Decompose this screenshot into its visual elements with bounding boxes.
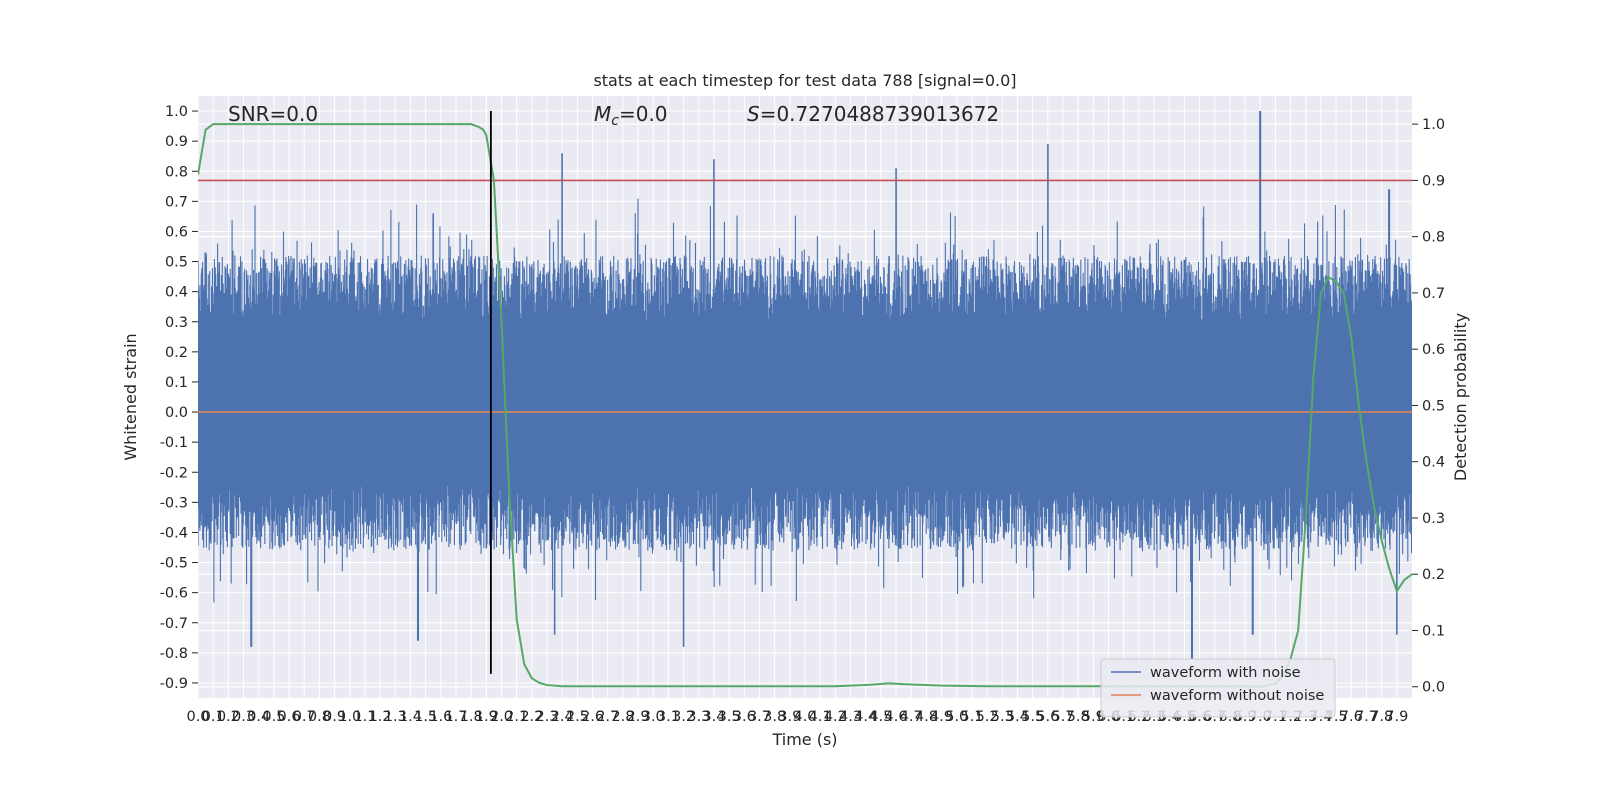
y2-axis-label: Detection probability — [1451, 313, 1470, 481]
snr-annotation: SNR=0.0 — [228, 102, 318, 126]
y-tick-label: -0.3 — [160, 495, 188, 511]
y-tick-label: 0.5 — [165, 255, 188, 271]
y-tick-label: -0.6 — [160, 586, 188, 602]
y-tick-label: 1.0 — [165, 104, 188, 120]
y-tick-label: 0.4 — [165, 285, 188, 301]
y-tick-label: 0.3 — [165, 315, 188, 331]
y-tick-label: 0.2 — [165, 345, 188, 361]
legend: waveform with noise waveform without noi… — [1101, 659, 1335, 717]
chirp-mass-annotation: Mc=0.0 — [594, 102, 668, 129]
y-tick-label: 0.0 — [165, 405, 188, 421]
y2-tick-label: 0.7 — [1422, 286, 1445, 302]
y-axis-label: Whitened strain — [121, 333, 140, 460]
y-tick-label: 0.8 — [165, 164, 188, 180]
y2-tick-label: 0.6 — [1422, 342, 1445, 358]
chart-title: stats at each timestep for test data 788… — [593, 71, 1016, 90]
y2-tick-label: 0.2 — [1422, 567, 1445, 583]
y-tick-label: 0.6 — [165, 224, 188, 240]
legend-label-clean: waveform without noise — [1150, 688, 1324, 704]
y2-tick-label: 0.9 — [1422, 173, 1445, 189]
y-tick-label: 0.9 — [165, 134, 188, 150]
y-tick-label: -0.2 — [160, 465, 188, 481]
y-tick-label: 0.7 — [165, 194, 188, 210]
y2-tick-label: 0.5 — [1422, 398, 1445, 414]
y-tick-label: 0.1 — [165, 375, 188, 391]
y-tick-label: -0.7 — [160, 616, 188, 632]
legend-label-noise: waveform with noise — [1150, 665, 1301, 681]
y-tick-label: -0.9 — [160, 676, 188, 692]
y2-tick-label: 0.1 — [1422, 623, 1445, 639]
y-tick-label: -0.1 — [160, 435, 188, 451]
s-annotation: S=0.7270488739013672 — [747, 102, 999, 126]
y2-tick-label: 1.0 — [1422, 117, 1445, 133]
y2-tick-label: 0.4 — [1422, 455, 1445, 471]
y2-tick-label: 0.0 — [1422, 680, 1445, 696]
y-tick-label: -0.5 — [160, 556, 188, 572]
y2-tick-label: 0.8 — [1422, 230, 1445, 246]
y-tick-label: -0.4 — [160, 525, 188, 541]
x-axis-label: Time (s) — [771, 730, 837, 749]
x-tick-label: 7.9 — [1385, 709, 1408, 725]
y2-tick-label: 0.3 — [1422, 511, 1445, 527]
y-tick-label: -0.8 — [160, 646, 188, 662]
